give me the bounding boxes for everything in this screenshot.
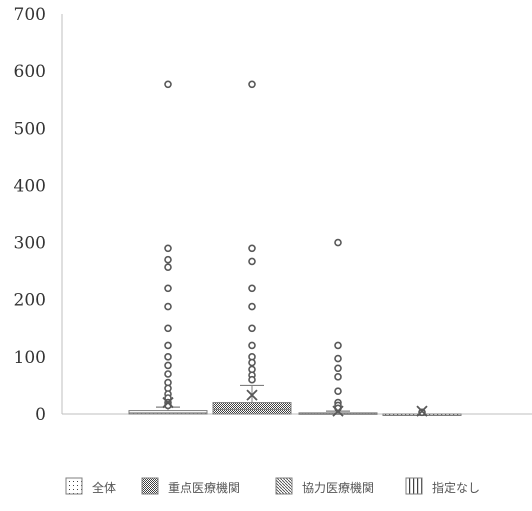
box-group [128,80,208,415]
outlier-point [334,387,342,395]
outlier-point [248,375,256,384]
y-tick-label: 400 [14,176,46,196]
mean-marker [162,396,174,409]
outlier-point [164,284,172,293]
outlier-point [248,341,256,350]
box-group [212,80,292,415]
y-tick-label: 600 [14,62,46,82]
outlier-point [164,244,172,253]
outlier-point [164,255,172,264]
legend-label: 重点医療機関 [168,480,240,495]
y-tick-label: 300 [14,234,46,254]
outlier-point [164,80,172,89]
box [212,402,292,415]
y-tick-label: 0 [35,405,46,425]
legend-item: 協力医療機関 [275,477,374,495]
outlier-point [334,341,342,350]
legend-item: 全体 [65,477,116,495]
outlier-point [248,302,256,311]
outlier-point [164,353,172,361]
outlier-point [334,354,342,363]
legend-label: 指定なし [432,480,480,495]
mean-marker [246,389,258,401]
outlier-point [164,263,172,271]
outlier-point [248,284,256,293]
y-axis: 0 100 200 300 400 500 600 700 [14,5,532,425]
legend-swatch [405,477,423,495]
outlier-point [164,370,172,378]
y-tick-label: 700 [14,5,46,25]
mean-marker [416,405,428,417]
mean-marker [332,405,344,417]
outlier-point [334,373,342,381]
outlier-point [334,364,342,373]
y-tick-label: 100 [14,348,46,368]
legend-swatch [65,477,83,495]
outlier-point [248,80,256,89]
outlier-point [248,324,256,333]
outlier-point [248,358,256,367]
legend: 全体 重点医療機関 協力医療機関 指定なし [65,477,480,495]
outlier-point [164,324,172,333]
box-group [298,238,378,417]
legend-swatch [141,477,159,495]
legend-item: 重点医療機関 [141,477,240,495]
box-group [382,405,462,417]
legend-swatch [275,477,293,495]
outlier-point [248,257,256,266]
outlier-point [164,361,172,370]
y-tick-label: 200 [14,291,46,311]
legend-label: 協力医療機関 [302,480,374,495]
legend-label: 全体 [92,480,116,495]
outlier-point [334,238,342,247]
plot-area [128,80,462,417]
box [128,410,208,415]
y-tick-label: 500 [14,119,46,139]
legend-item: 指定なし [405,477,480,495]
outlier-point [248,244,256,253]
outlier-point [164,341,172,350]
outlier-point [164,302,172,311]
